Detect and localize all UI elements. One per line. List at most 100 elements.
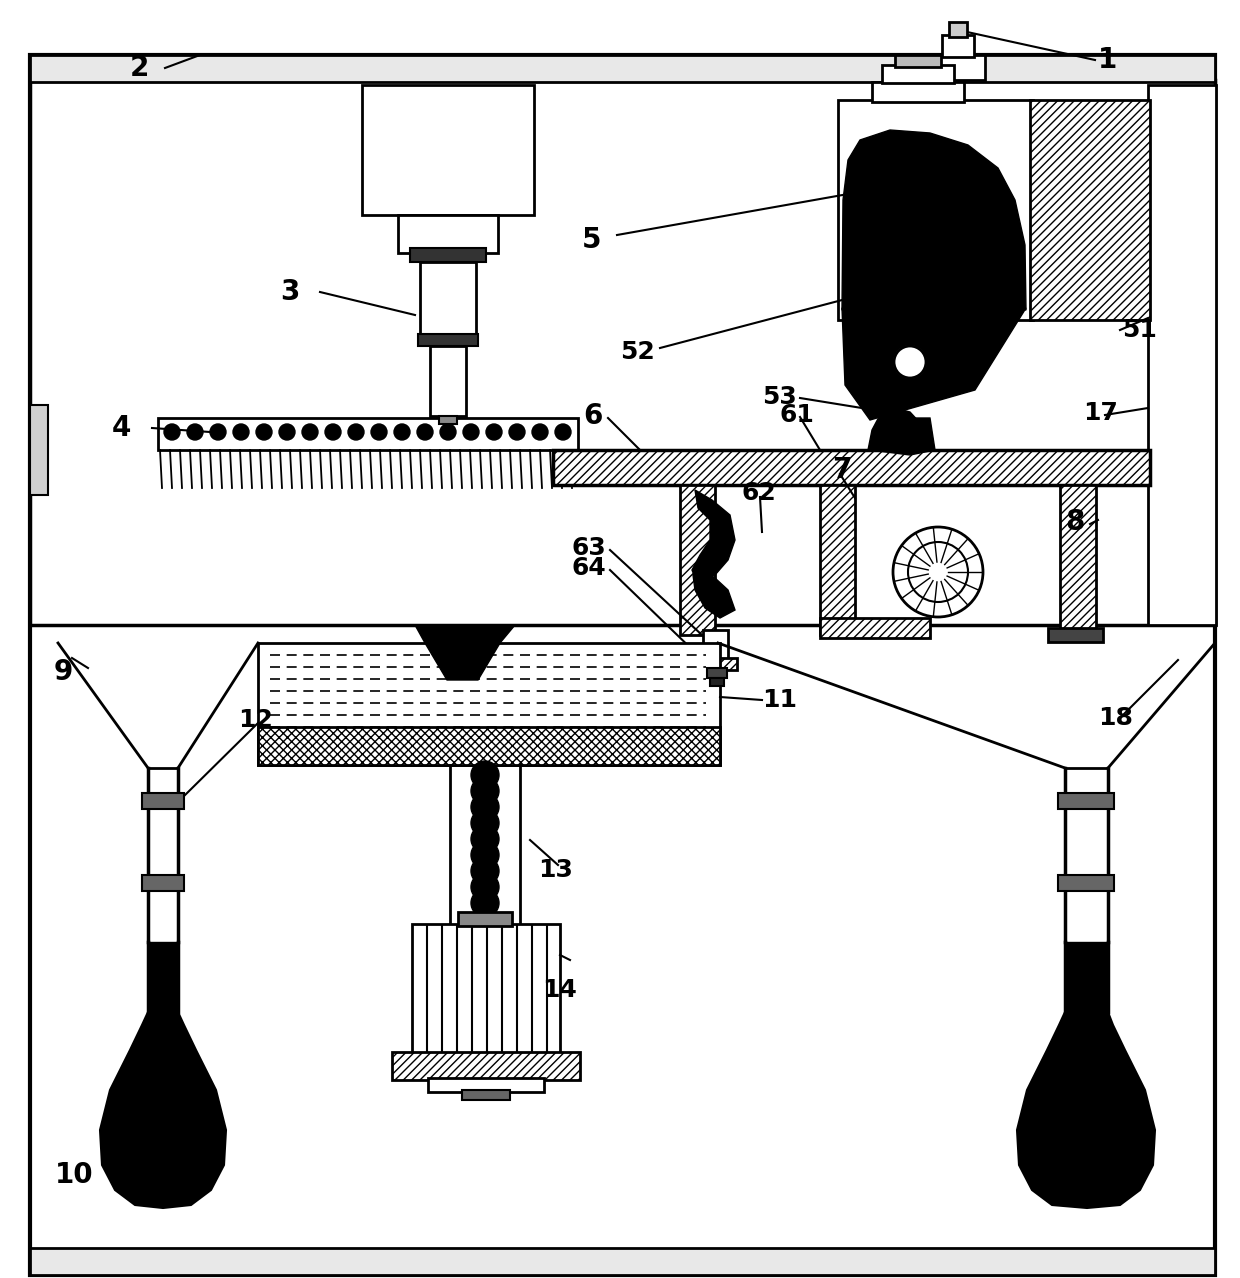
Circle shape xyxy=(233,424,249,440)
Circle shape xyxy=(471,826,498,852)
Bar xyxy=(838,100,1033,320)
Bar xyxy=(148,942,179,1013)
Text: 52: 52 xyxy=(620,340,655,364)
Circle shape xyxy=(893,527,983,617)
Polygon shape xyxy=(693,570,735,619)
Bar xyxy=(428,1079,544,1091)
Polygon shape xyxy=(100,1012,226,1208)
Bar xyxy=(820,619,930,638)
Circle shape xyxy=(471,858,498,884)
Bar xyxy=(258,643,720,766)
Circle shape xyxy=(164,424,180,440)
Bar xyxy=(942,35,973,58)
Circle shape xyxy=(371,424,387,440)
Bar xyxy=(820,484,856,635)
Text: 13: 13 xyxy=(538,858,573,882)
Bar xyxy=(1148,86,1216,625)
Bar xyxy=(439,417,458,424)
Polygon shape xyxy=(870,418,935,455)
Bar xyxy=(711,679,724,686)
Circle shape xyxy=(532,424,548,440)
Circle shape xyxy=(440,424,456,440)
Bar xyxy=(930,55,985,81)
Circle shape xyxy=(471,777,498,805)
Text: 53: 53 xyxy=(763,385,797,409)
Polygon shape xyxy=(415,625,515,643)
Text: 3: 3 xyxy=(280,279,299,305)
Bar xyxy=(420,262,476,337)
Bar xyxy=(410,248,486,262)
Circle shape xyxy=(394,424,410,440)
Circle shape xyxy=(471,841,498,869)
Circle shape xyxy=(471,889,498,918)
Bar xyxy=(872,82,963,102)
Bar xyxy=(30,1249,1215,1275)
Circle shape xyxy=(210,424,226,440)
Circle shape xyxy=(894,346,926,378)
Circle shape xyxy=(255,424,272,440)
Text: 64: 64 xyxy=(572,556,606,580)
Bar xyxy=(430,346,466,417)
Text: 7: 7 xyxy=(832,456,852,484)
Bar xyxy=(157,418,578,450)
Text: 63: 63 xyxy=(572,535,606,560)
Circle shape xyxy=(471,873,498,901)
Polygon shape xyxy=(692,489,735,585)
Bar xyxy=(30,55,1215,82)
Text: 4: 4 xyxy=(112,414,131,442)
Polygon shape xyxy=(868,408,928,450)
Circle shape xyxy=(187,424,203,440)
Circle shape xyxy=(348,424,365,440)
Circle shape xyxy=(471,760,498,789)
Text: 12: 12 xyxy=(238,708,273,732)
Bar xyxy=(418,334,477,346)
Bar xyxy=(694,658,737,670)
Bar xyxy=(703,630,728,659)
Bar xyxy=(949,22,967,37)
Text: 6: 6 xyxy=(583,403,603,429)
Circle shape xyxy=(303,424,317,440)
Bar xyxy=(463,1090,510,1100)
Bar xyxy=(1048,627,1104,642)
Polygon shape xyxy=(842,130,1025,311)
Bar xyxy=(362,86,534,215)
Text: 61: 61 xyxy=(780,403,815,427)
Text: 17: 17 xyxy=(1083,401,1118,426)
Circle shape xyxy=(471,794,498,820)
Text: 5: 5 xyxy=(582,226,601,254)
Circle shape xyxy=(508,424,525,440)
Circle shape xyxy=(417,424,433,440)
Bar xyxy=(1060,484,1096,630)
Text: 62: 62 xyxy=(742,481,776,505)
Circle shape xyxy=(486,424,502,440)
Text: 9: 9 xyxy=(55,658,73,686)
Bar xyxy=(553,450,1149,484)
Bar xyxy=(398,215,498,253)
Bar xyxy=(895,55,941,66)
Bar xyxy=(1065,942,1109,1013)
Bar xyxy=(412,924,560,1054)
Bar xyxy=(458,912,512,927)
Bar xyxy=(143,794,184,809)
Circle shape xyxy=(279,424,295,440)
Text: 18: 18 xyxy=(1097,705,1133,730)
Circle shape xyxy=(325,424,341,440)
Text: 1: 1 xyxy=(1097,46,1117,74)
Bar xyxy=(392,1052,580,1080)
Bar xyxy=(680,484,715,635)
Bar xyxy=(143,875,184,891)
Bar xyxy=(707,668,727,679)
Text: 11: 11 xyxy=(763,688,797,712)
Bar xyxy=(1058,794,1114,809)
Bar xyxy=(1058,875,1114,891)
Bar xyxy=(30,405,48,495)
Text: 2: 2 xyxy=(130,54,149,82)
Circle shape xyxy=(471,809,498,837)
Bar xyxy=(258,727,720,766)
Bar xyxy=(1030,100,1149,320)
Text: 51: 51 xyxy=(1122,318,1157,343)
Bar xyxy=(882,65,954,83)
Text: 10: 10 xyxy=(55,1160,94,1189)
Bar xyxy=(30,81,1215,625)
Polygon shape xyxy=(1017,1012,1154,1208)
